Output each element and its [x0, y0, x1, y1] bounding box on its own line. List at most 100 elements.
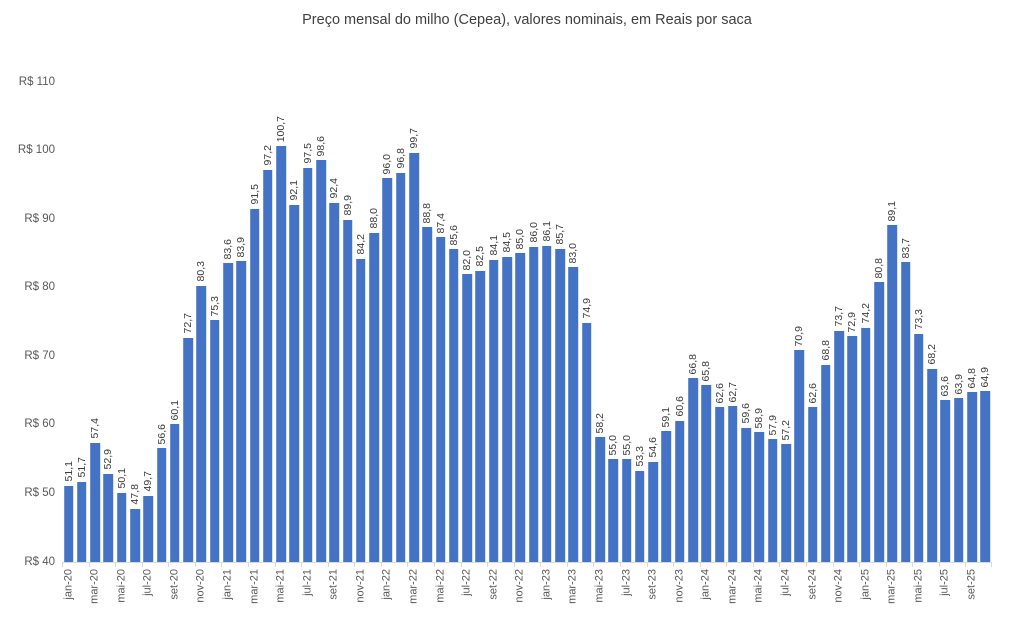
bar-value-label: 85,0	[514, 229, 527, 250]
bar-value-label: 73,3	[912, 309, 925, 330]
x-axis-tick-label: mai-20	[115, 569, 128, 603]
bar-value-label: 83,7	[899, 237, 912, 259]
x-axis-tick-label: jan-24	[699, 569, 712, 600]
bar-value-label: 64,8	[965, 367, 978, 388]
bar-value-label: 51,7	[75, 457, 88, 478]
bar	[382, 178, 393, 562]
bar-slot: 74,2 jan-25	[859, 82, 872, 600]
bar-slot: 62,6	[713, 82, 726, 562]
x-axis-tick-mark	[885, 562, 887, 567]
bar	[435, 236, 446, 562]
bar	[422, 227, 433, 562]
bar-slot: 100,7 mai-21	[275, 82, 288, 603]
y-axis-tick-label: R$ 80	[24, 281, 55, 294]
bar	[861, 327, 871, 562]
bar	[608, 459, 619, 562]
bar	[621, 459, 632, 562]
bar-value-label: 92,1	[288, 180, 301, 201]
bar-value-label: 60,1	[168, 399, 181, 421]
x-axis-tick-mark	[141, 562, 143, 567]
bar-value-label: 55,0	[607, 434, 620, 456]
bar-value-label: 72,9	[846, 311, 859, 333]
bar-value-label: 58,2	[593, 412, 606, 434]
bar	[582, 322, 592, 562]
x-axis-tick-label: mai-24	[752, 569, 765, 603]
x-axis-tick-label: set-22	[487, 569, 500, 600]
bar-value-label: 75,3	[208, 295, 221, 316]
bar-slot: 98,6	[314, 82, 327, 562]
bar	[874, 282, 884, 562]
bar-slot: 88,8	[421, 82, 434, 562]
x-axis-tick-mark	[806, 562, 807, 567]
bar	[449, 249, 459, 562]
bar-slot: 68,2	[926, 82, 939, 562]
x-axis-tick-label: jan-25	[859, 569, 872, 600]
bar	[90, 442, 100, 562]
x-axis-tick-mark	[62, 562, 63, 567]
x-axis-tick-label: mar-23	[566, 569, 579, 604]
bar-value-label: 97,5	[301, 143, 314, 164]
x-axis-tick-mark	[380, 562, 382, 567]
bar-slot: 64,8 set-25	[965, 82, 978, 600]
y-axis-tick-label: R$ 50	[24, 486, 55, 499]
bar	[914, 333, 924, 562]
x-axis-tick-mark	[513, 562, 515, 567]
bar-value-label: 83,0	[567, 242, 580, 264]
y-axis-tick-label: R$ 110	[18, 75, 55, 88]
bar	[462, 274, 472, 562]
bar-value-label: 57,4	[88, 418, 101, 439]
bar-value-label: 52,9	[102, 449, 115, 470]
bar	[223, 263, 233, 562]
bar-slot: 57,9	[766, 82, 779, 562]
x-axis-tick-label: nov-24	[832, 569, 845, 603]
x-axis-tick-mark	[912, 562, 914, 567]
bar	[342, 219, 353, 562]
bar-value-label: 60,6	[673, 396, 686, 417]
bar	[369, 232, 379, 562]
bar-slot: 53,3	[633, 82, 646, 562]
x-axis-tick-label: jan-23	[540, 569, 553, 600]
bar	[675, 420, 685, 562]
bar-slot: 58,9 mai-24	[753, 82, 766, 603]
x-axis-tick-mark	[301, 562, 303, 567]
bar-slot: 97,5 jul-21	[301, 82, 314, 596]
x-axis-tick-mark	[407, 562, 409, 567]
bar-slot: 83,9	[235, 82, 248, 562]
bar-value-label: 64,9	[979, 366, 992, 388]
x-axis-tick-label: mar-20	[88, 569, 101, 604]
x-axis-tick-mark	[194, 562, 196, 567]
bar-value-label: 72,7	[181, 313, 194, 334]
bar-slot: 73,7 nov-24	[833, 82, 846, 602]
bar-value-label: 47,8	[128, 484, 141, 505]
bar-value-label: 98,6	[314, 135, 327, 157]
bar-value-label: 86,1	[540, 221, 553, 242]
bar-value-label: 89,1	[886, 200, 899, 222]
bar-value-label: 82,0	[460, 249, 473, 270]
bar-value-label: 82,5	[474, 246, 487, 267]
x-axis-tick-mark	[327, 562, 329, 567]
bar-slot: 60,1 set-20	[168, 82, 181, 600]
bar	[170, 424, 180, 562]
x-axis-tick-mark	[991, 562, 992, 567]
x-axis-tick-label: jul-20	[141, 569, 154, 596]
bar-slot: 84,1 set-22	[487, 82, 500, 599]
y-axis-tick-label: R$ 90	[24, 212, 55, 225]
bar-value-label: 92,4	[328, 178, 341, 199]
bar-slot: 86,1 jan-23	[540, 82, 553, 599]
bar-value-label: 88,8	[421, 202, 434, 224]
bar-value-label: 84,2	[354, 234, 367, 255]
y-axis-tick-label: R$ 40	[24, 555, 55, 568]
bar-value-label: 62,7	[726, 381, 739, 403]
bar-slot: 83,0 mar-23	[567, 82, 580, 604]
bar-value-label: 80,8	[872, 257, 885, 279]
bar-slot: 73,3 mai-25	[912, 82, 925, 602]
bar	[356, 258, 366, 562]
bar	[900, 262, 911, 562]
bar-value-label: 51,1	[62, 461, 75, 482]
bar	[502, 256, 512, 562]
x-axis-tick-mark	[354, 562, 356, 567]
bar-value-label: 80,3	[195, 261, 208, 282]
x-axis-tick-label: set-25	[965, 569, 978, 600]
bar-slot: 91,5 mar-21	[248, 82, 261, 603]
bar	[807, 407, 818, 562]
